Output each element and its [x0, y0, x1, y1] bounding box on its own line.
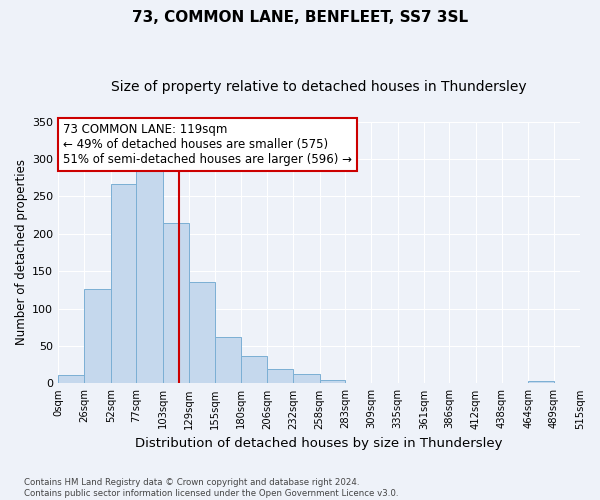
Bar — [241, 356, 267, 384]
Text: 73, COMMON LANE, BENFLEET, SS7 3SL: 73, COMMON LANE, BENFLEET, SS7 3SL — [132, 10, 468, 25]
Bar — [293, 374, 320, 384]
Bar — [267, 369, 293, 384]
Bar — [215, 337, 241, 384]
Bar — [189, 282, 215, 384]
Text: 73 COMMON LANE: 119sqm
← 49% of detached houses are smaller (575)
51% of semi-de: 73 COMMON LANE: 119sqm ← 49% of detached… — [63, 123, 352, 166]
Bar — [85, 289, 111, 384]
Text: Contains HM Land Registry data © Crown copyright and database right 2024.
Contai: Contains HM Land Registry data © Crown c… — [24, 478, 398, 498]
X-axis label: Distribution of detached houses by size in Thundersley: Distribution of detached houses by size … — [136, 437, 503, 450]
Y-axis label: Number of detached properties: Number of detached properties — [15, 160, 28, 346]
Bar — [163, 222, 189, 384]
Bar — [529, 381, 554, 384]
Bar — [320, 380, 345, 384]
Bar — [58, 375, 85, 384]
Title: Size of property relative to detached houses in Thundersley: Size of property relative to detached ho… — [111, 80, 527, 94]
Bar — [136, 170, 163, 384]
Bar — [111, 184, 136, 384]
